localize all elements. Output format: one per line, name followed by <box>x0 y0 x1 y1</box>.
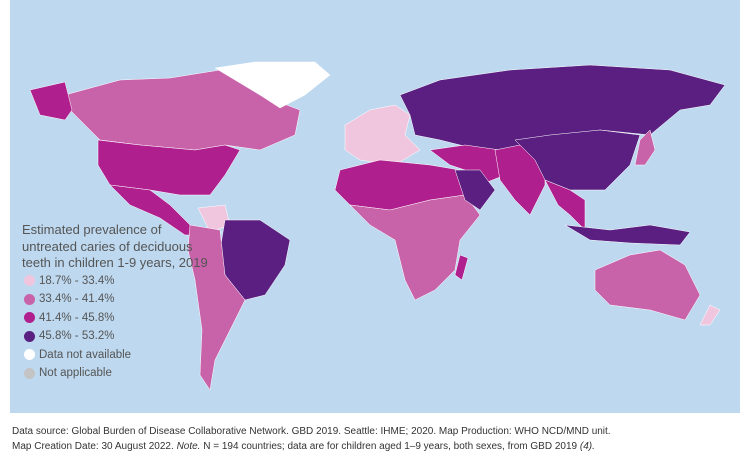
region-United States[interactable] <box>97 139 241 196</box>
legend-swatch <box>24 349 35 361</box>
note-label: Note. <box>176 441 201 452</box>
legend-item: Data not available <box>24 346 212 365</box>
map-svg <box>29 61 726 391</box>
legend-item: 41.4% - 45.8% <box>24 309 212 328</box>
legend-swatch <box>24 312 35 324</box>
footer: Data source: Global Burden of Disease Co… <box>12 424 611 454</box>
legend-swatch <box>24 367 35 379</box>
legend-item: 45.8% - 53.2% <box>24 327 212 346</box>
legend-label: 33.4% - 41.4% <box>39 293 115 306</box>
legend-item: 33.4% - 41.4% <box>24 290 212 309</box>
footer-source: Data source: Global Burden of Disease Co… <box>12 426 611 437</box>
legend-swatch <box>24 330 35 342</box>
legend-label: 18.7% - 33.4% <box>39 274 115 287</box>
region-Saudi Arabia[interactable] <box>454 169 496 211</box>
legend-item: 18.7% - 33.4% <box>24 272 212 291</box>
region-Greenland[interactable] <box>214 61 331 109</box>
region-Indonesia[interactable] <box>564 224 691 246</box>
legend: Estimated prevalence of untreated caries… <box>22 222 212 383</box>
region-China & Mongolia[interactable] <box>514 129 641 191</box>
legend-swatch <box>24 293 35 305</box>
footer-note: Map Creation Date: 30 August 2022. Note.… <box>12 439 611 454</box>
region-Japan[interactable] <box>634 129 656 166</box>
region-Sub-Saharan Africa[interactable] <box>349 194 481 301</box>
legend-label: Not applicable <box>39 367 112 380</box>
reference: (4). <box>579 441 595 452</box>
legend-item: Not applicable <box>24 364 212 383</box>
creation-date: Map Creation Date: 30 August 2022. <box>12 441 177 452</box>
legend-label: 41.4% - 45.8% <box>39 311 115 324</box>
legend-swatch <box>24 275 35 287</box>
region-Australia[interactable] <box>594 249 701 321</box>
legend-label: 45.8% - 53.2% <box>39 330 115 343</box>
legend-title: Estimated prevalence of untreated caries… <box>22 222 208 270</box>
region-Middle East[interactable] <box>429 144 506 186</box>
note-text: N = 194 countries; data are for children… <box>200 441 580 452</box>
world-map <box>10 0 740 413</box>
region-Western Europe[interactable] <box>344 104 421 166</box>
region-Alaska[interactable] <box>29 81 73 121</box>
region-New Zealand[interactable] <box>699 304 721 326</box>
region-Madagascar[interactable] <box>454 254 469 281</box>
legend-label: Data not available <box>39 348 132 361</box>
region-Southern South America[interactable] <box>187 224 246 391</box>
